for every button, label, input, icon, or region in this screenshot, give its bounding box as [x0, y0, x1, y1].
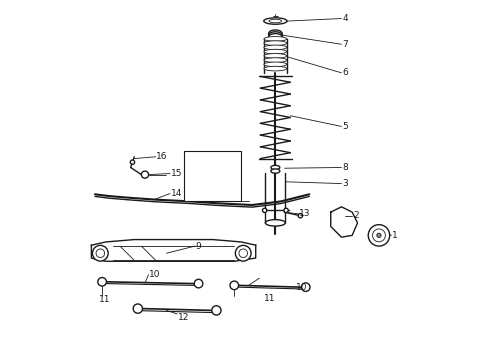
Ellipse shape: [271, 165, 280, 170]
Ellipse shape: [269, 33, 282, 41]
Ellipse shape: [264, 45, 287, 50]
Circle shape: [368, 225, 390, 246]
Ellipse shape: [264, 41, 287, 45]
Ellipse shape: [264, 58, 287, 62]
Circle shape: [239, 249, 247, 257]
Text: 7: 7: [342, 40, 348, 49]
Circle shape: [194, 279, 203, 288]
Text: 3: 3: [342, 179, 348, 188]
Text: 15: 15: [171, 169, 182, 178]
Circle shape: [230, 281, 239, 290]
Text: 9: 9: [196, 242, 201, 251]
Text: 6: 6: [342, 68, 348, 77]
Circle shape: [301, 283, 310, 292]
Text: 10: 10: [149, 270, 161, 279]
Circle shape: [142, 171, 148, 178]
Text: 11: 11: [99, 295, 111, 304]
Ellipse shape: [266, 220, 285, 226]
Circle shape: [98, 278, 106, 286]
Ellipse shape: [130, 160, 135, 164]
Text: 1: 1: [392, 231, 398, 240]
Text: 16: 16: [156, 152, 168, 161]
Ellipse shape: [269, 30, 282, 37]
Circle shape: [223, 183, 231, 192]
Ellipse shape: [264, 49, 287, 54]
Ellipse shape: [264, 18, 287, 24]
Text: 4: 4: [342, 14, 348, 23]
Text: 2: 2: [353, 211, 359, 220]
Circle shape: [133, 304, 143, 313]
Ellipse shape: [298, 213, 302, 218]
Text: 8: 8: [342, 163, 348, 172]
Circle shape: [229, 191, 232, 194]
Circle shape: [235, 246, 251, 261]
Text: 17: 17: [226, 155, 238, 164]
Text: 10: 10: [296, 283, 307, 292]
Circle shape: [93, 246, 108, 261]
Text: 12: 12: [178, 313, 189, 322]
Ellipse shape: [284, 208, 288, 212]
Circle shape: [96, 249, 104, 257]
Circle shape: [194, 158, 203, 166]
Circle shape: [192, 164, 195, 167]
Ellipse shape: [263, 208, 267, 212]
Circle shape: [377, 233, 381, 238]
Text: 5: 5: [342, 122, 348, 131]
Text: 11: 11: [264, 294, 275, 303]
Ellipse shape: [264, 54, 287, 58]
Ellipse shape: [269, 19, 282, 23]
Ellipse shape: [271, 169, 280, 173]
Text: 14: 14: [171, 189, 182, 198]
Ellipse shape: [264, 62, 287, 67]
Ellipse shape: [269, 32, 282, 39]
Text: 13: 13: [299, 210, 311, 219]
Circle shape: [212, 306, 221, 315]
Circle shape: [372, 229, 386, 242]
Ellipse shape: [264, 66, 287, 71]
Ellipse shape: [264, 37, 287, 41]
Bar: [184, 152, 242, 202]
